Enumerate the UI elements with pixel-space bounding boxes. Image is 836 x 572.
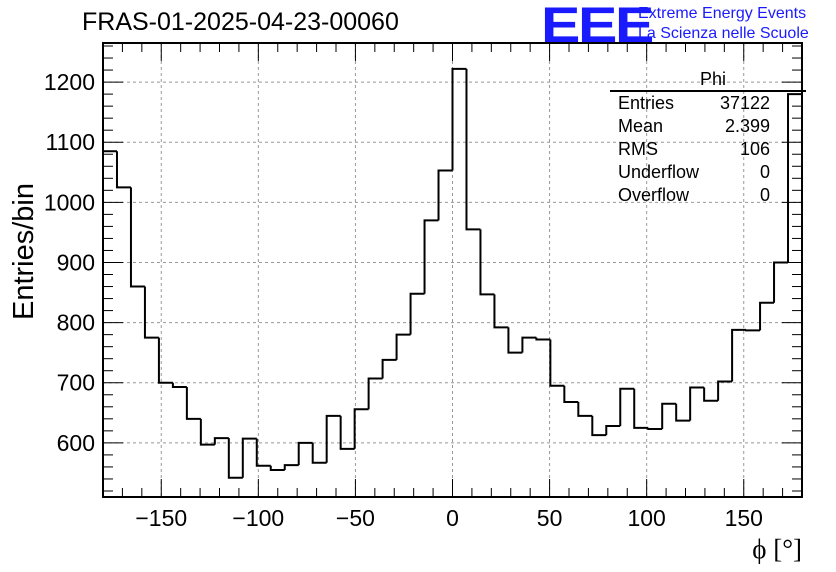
stats-row-underflow: Underflow 0: [610, 161, 806, 184]
histogram-bin: [619, 387, 635, 427]
histogram-bin: [297, 441, 313, 466]
histogram-bin: [367, 377, 383, 410]
histogram-bin: [689, 386, 705, 421]
x-tick-label: 150: [725, 505, 763, 531]
histogram-series: [103, 67, 802, 479]
histogram-bin: [521, 336, 537, 353]
y-tick-label: 600: [57, 430, 95, 456]
histogram-bin: [745, 329, 761, 332]
histogram-bin: [535, 337, 551, 341]
histogram-bin: [171, 382, 187, 388]
histogram-bin: [311, 442, 327, 464]
histogram-bin: [451, 67, 467, 171]
stats-divider: [610, 90, 806, 92]
histogram-bin: [199, 418, 215, 446]
stats-value: 0: [759, 162, 770, 182]
histogram-bin: [661, 402, 677, 430]
histogram-bin: [255, 438, 271, 467]
x-tick-label: −100: [232, 505, 284, 531]
histogram-bin: [465, 68, 481, 231]
histogram-bin: [577, 401, 593, 417]
histogram-bin: [213, 437, 229, 445]
y-tick-label: 900: [57, 249, 95, 275]
stats-key: Underflow: [618, 162, 700, 182]
stats-row-overflow: Overflow 0: [610, 184, 806, 207]
histogram-bin: [241, 437, 257, 478]
stats-value: 37122: [719, 93, 770, 113]
histogram-bin: [549, 339, 565, 387]
logo-subtitle-1: Extreme Energy Events: [638, 5, 807, 22]
histogram-bin: [675, 403, 691, 422]
stats-value: 0: [759, 185, 770, 205]
histogram-bin: [479, 229, 495, 296]
tick-labels: −150 −100 −50 0 50 100 150 600 700 800 900 1000 1100…: [44, 69, 763, 531]
histogram-bin: [129, 187, 145, 288]
stats-key: Entries: [618, 93, 675, 113]
histogram-bin: [647, 427, 663, 431]
histogram-bin: [423, 219, 439, 294]
histogram-bin: [605, 425, 621, 436]
histogram-bin: [115, 151, 131, 189]
histogram-bin: [731, 328, 747, 382]
histogram-bin: [409, 292, 425, 335]
histogram-bin: [157, 337, 173, 384]
histogram-bin: [717, 380, 733, 401]
y-tick-label: 800: [57, 310, 95, 336]
histogram-bin: [339, 415, 355, 450]
x-tick-label: −50: [336, 505, 375, 531]
stats-box: Phi Entries 37122 Mean 2.399 RMS 106 Und…: [610, 68, 806, 207]
histogram-bin: [143, 286, 159, 339]
x-tick-label: 50: [537, 505, 563, 531]
y-tick-label: 1100: [46, 129, 95, 155]
y-axis-label: Entries/bin: [8, 183, 40, 321]
plot-frame: [102, 42, 803, 498]
x-axis-label: ϕ [°]: [752, 534, 802, 564]
histogram-bin: [703, 387, 719, 402]
logo-subtitle-2: La Scienza nelle Scuole: [638, 25, 809, 42]
y-tick-label: 1200: [44, 69, 95, 95]
histogram-bin: [227, 438, 243, 479]
histogram-bin: [563, 385, 579, 403]
histogram-bin: [591, 415, 607, 437]
stats-row-entries: Entries 37122: [610, 92, 806, 115]
axis-ticks: [103, 43, 802, 497]
stats-value: 106: [739, 139, 770, 159]
histogram-bin: [773, 261, 789, 303]
stats-row-mean: Mean 2.399: [610, 115, 806, 138]
x-tick-label: −150: [135, 505, 187, 531]
histogram-bin: [493, 294, 509, 329]
histogram-bin: [395, 333, 411, 360]
stats-name: Phi: [699, 69, 726, 89]
histogram-bin: [325, 414, 341, 463]
y-tick-label: 1000: [44, 189, 95, 215]
histogram-bin: [437, 169, 453, 221]
histogram-bin: [507, 327, 523, 354]
stats-row-rms: RMS 106: [610, 138, 806, 161]
stats-key: Mean: [618, 116, 664, 136]
x-tick-label: 100: [627, 505, 665, 531]
histogram-bin: [633, 388, 649, 429]
histogram-bin: [185, 386, 201, 420]
stats-value: 2.399: [724, 116, 770, 136]
chart-title: FRAS-01-2025-04-23-00060: [82, 8, 399, 36]
histogram-bin: [759, 301, 775, 331]
stats-key: Overflow: [618, 185, 690, 205]
histogram-bin: [381, 358, 397, 379]
histogram-bin: [269, 465, 285, 471]
eee-logo: EEE: [541, 0, 654, 53]
y-axis-label-wrap: Entries/bin: [8, 183, 40, 333]
y-tick-label: 700: [57, 370, 95, 396]
stats-key: RMS: [618, 139, 658, 159]
x-tick-label: 0: [446, 505, 459, 531]
histogram-bin: [283, 464, 299, 470]
histogram-bin: [353, 408, 369, 449]
